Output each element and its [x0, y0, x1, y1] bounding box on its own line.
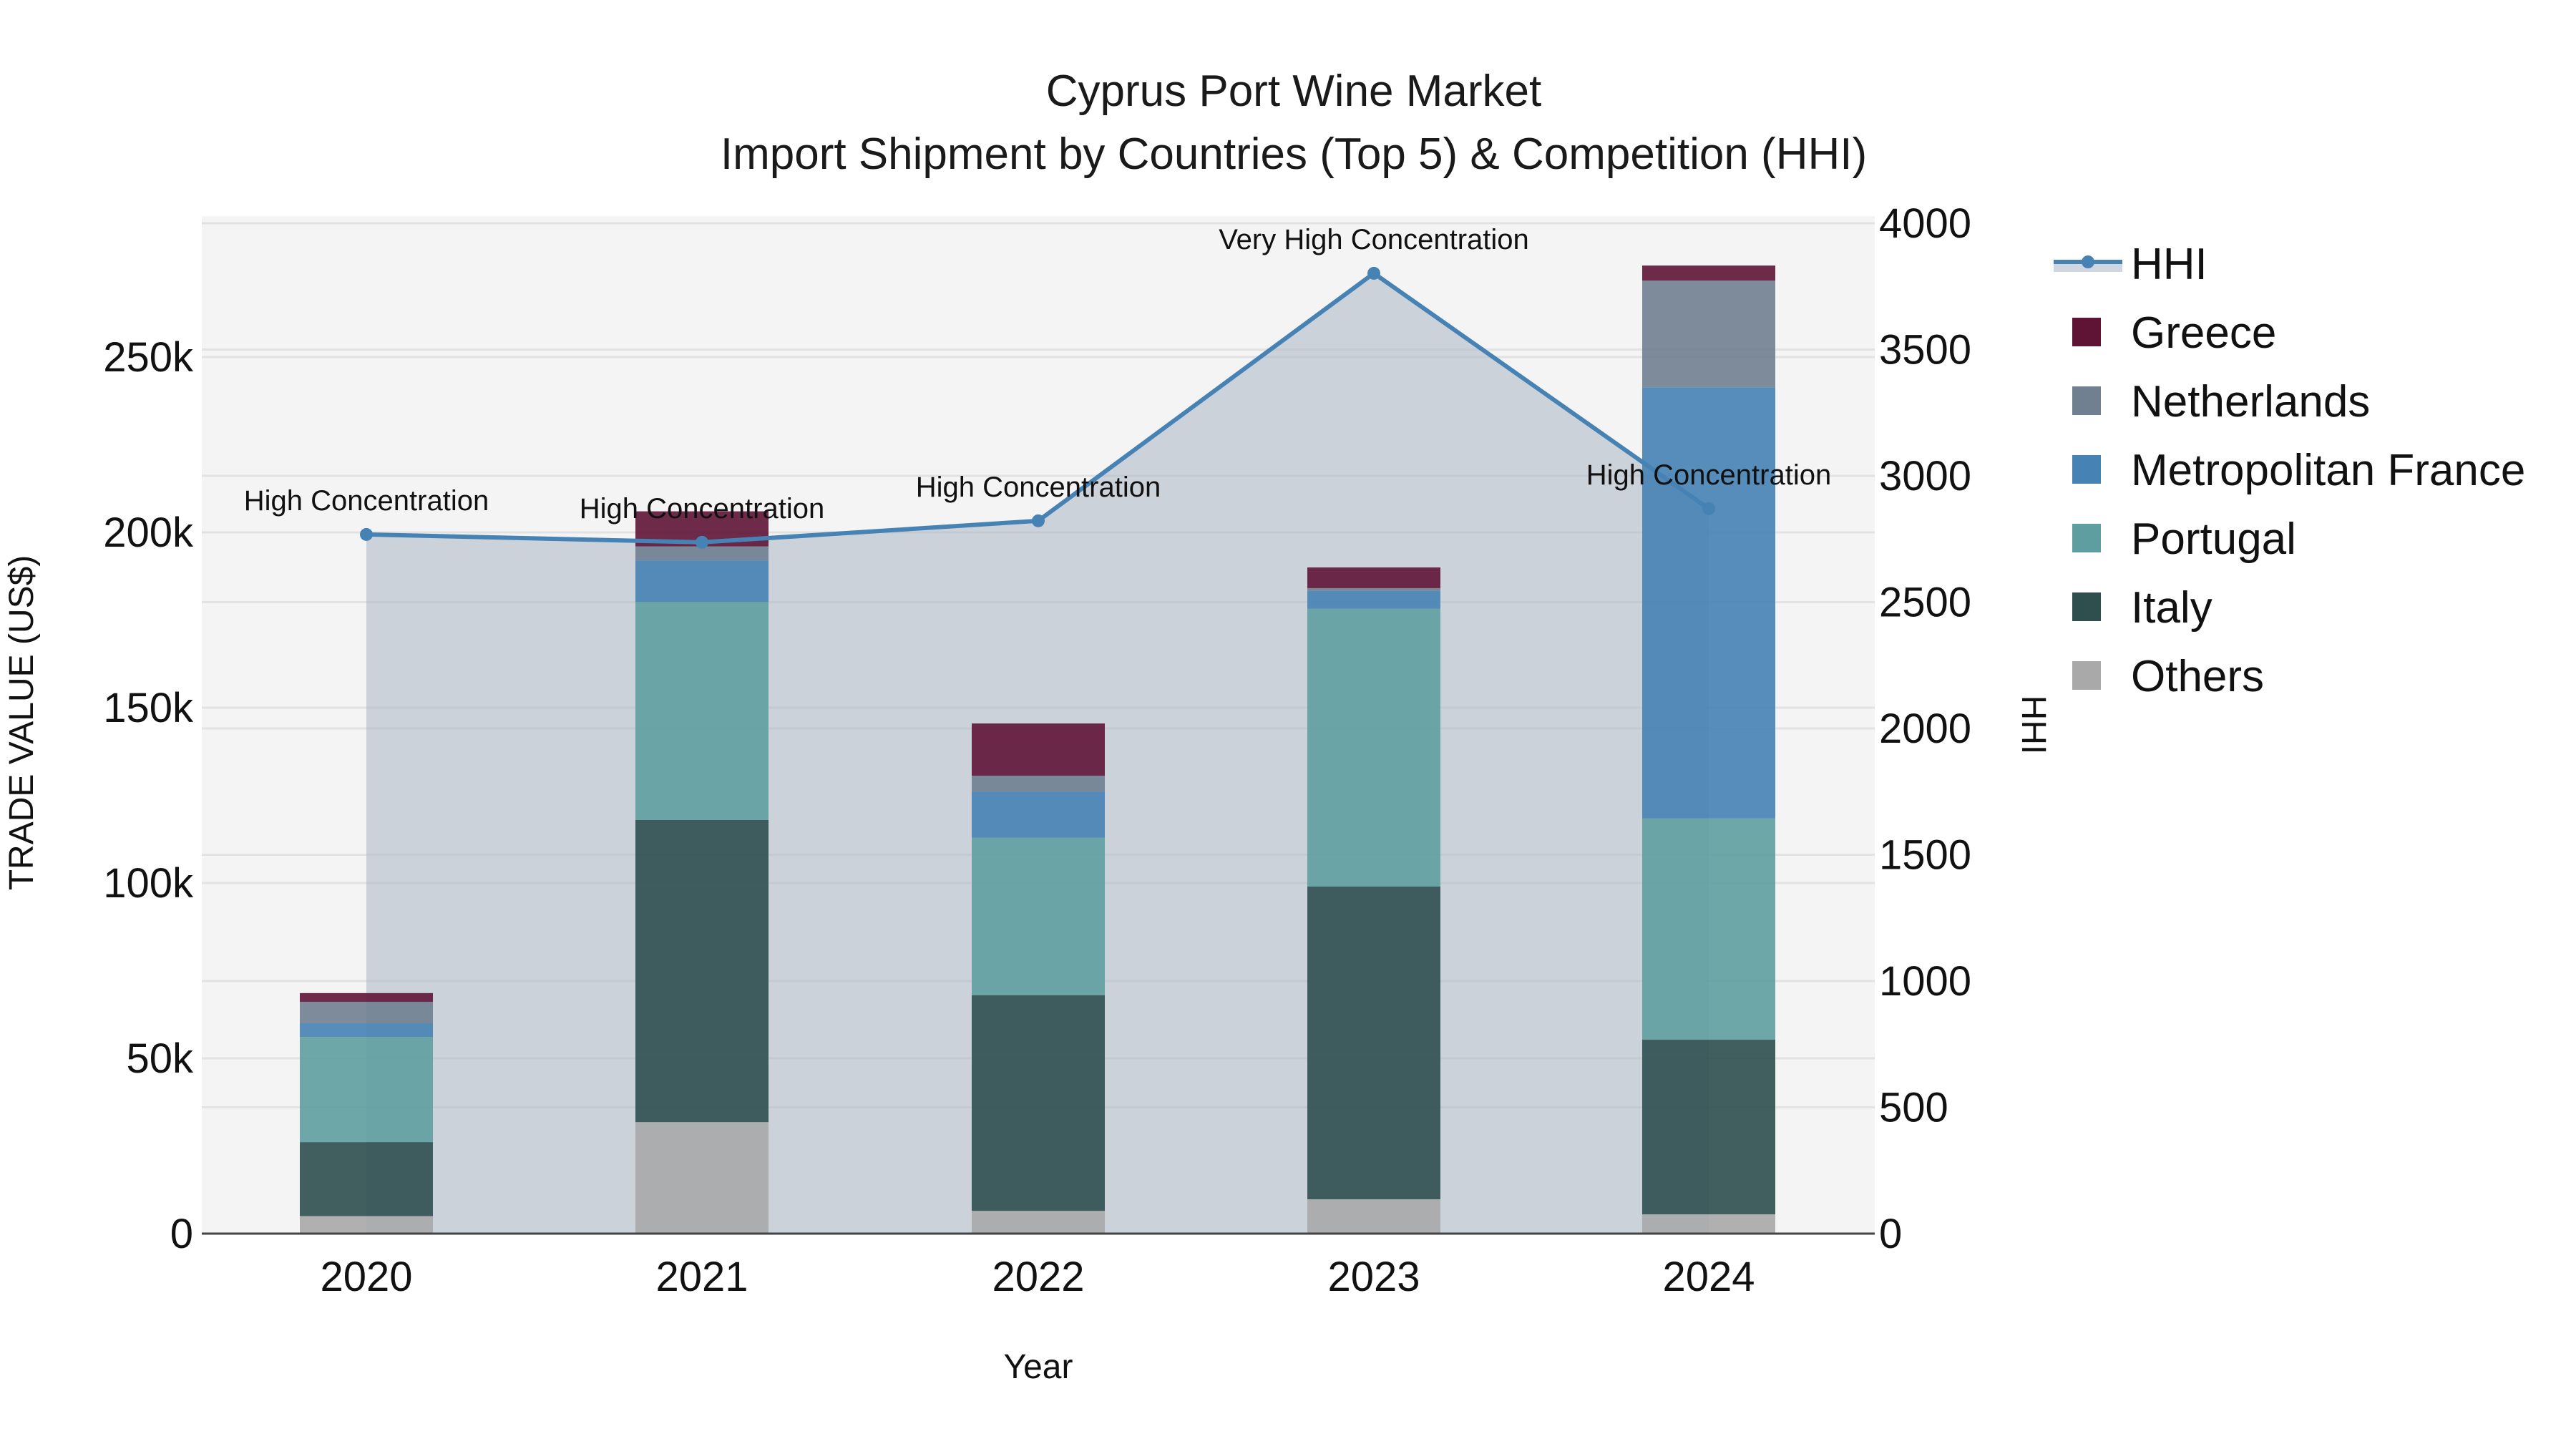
hhi-marker-2022[interactable]: [1032, 514, 1045, 527]
bar-segment-greece[interactable]: [972, 723, 1105, 776]
bar-stack-2021[interactable]: [635, 511, 769, 1234]
bar-segment-netherlands[interactable]: [635, 546, 769, 561]
x-tick-2021: 2021: [655, 1254, 748, 1300]
bar-segment-portugal[interactable]: [972, 837, 1105, 995]
bar-stack-2022[interactable]: [972, 723, 1105, 1234]
legend-swatch-icon: [2072, 386, 2101, 415]
bar-segment-others[interactable]: [300, 1216, 433, 1234]
y-right-tick: 3000: [1879, 453, 1971, 499]
bar-segment-metropolitan-france[interactable]: [1642, 387, 1775, 819]
y-left-tick: 200k: [103, 509, 194, 556]
y-left-tick: 50k: [126, 1035, 194, 1082]
bar-segment-portugal[interactable]: [1642, 818, 1775, 1040]
hhi-annotations: High Concentration High Concentration High…: [244, 224, 1831, 525]
bar-segment-metropolitan-france[interactable]: [1307, 590, 1440, 609]
bar-segment-netherlands[interactable]: [1642, 280, 1775, 388]
hhi-annotation: High Concentration: [1586, 459, 1831, 491]
legend-item-portugal[interactable]: Portugal: [2072, 514, 2296, 564]
legend-swatch-icon: [2072, 592, 2101, 621]
bar-segment-italy[interactable]: [1307, 886, 1440, 1199]
legend-item-metropolitan-france[interactable]: Metropolitan France: [2072, 446, 2525, 495]
legend-swatch-icon: [2072, 455, 2101, 484]
bar-segment-metropolitan-france[interactable]: [635, 560, 769, 602]
bar-segment-greece[interactable]: [1642, 265, 1775, 281]
stacked-bars: [300, 265, 1775, 1234]
hhi-marker-2023[interactable]: [1367, 266, 1380, 280]
legend: HHI Greece Netherlands Metropolitan France P…: [2054, 240, 2525, 701]
hhi-marker-2024[interactable]: [1702, 502, 1715, 515]
hhi-annotation: High Concentration: [580, 493, 824, 525]
bar-segment-portugal[interactable]: [1307, 608, 1440, 887]
legend-label: Metropolitan France: [2131, 446, 2525, 495]
bar-segment-greece[interactable]: [1307, 567, 1440, 588]
x-tick-labels: 2020 2021 2022 2023 2024: [320, 1254, 1755, 1300]
y-right-tick: 4000: [1879, 200, 1971, 247]
y-right-axis-title: HHI: [2014, 696, 2052, 755]
bar-segment-others[interactable]: [1642, 1214, 1775, 1234]
y-left-tick: 150k: [103, 685, 194, 731]
x-tick-2023: 2023: [1327, 1254, 1420, 1300]
hhi-line[interactable]: [360, 266, 1715, 549]
y-left-tick: 0: [170, 1211, 193, 1257]
legend-marker-icon: [2082, 255, 2094, 268]
hhi-marker-2021[interactable]: [696, 535, 708, 549]
hhi-annotation: Very High Concentration: [1219, 224, 1529, 255]
y-right-tick: 1500: [1879, 832, 1971, 879]
legend-item-netherlands[interactable]: Netherlands: [2072, 377, 2370, 426]
legend-item-hhi[interactable]: HHI: [2054, 240, 2207, 289]
bar-segment-others[interactable]: [635, 1122, 769, 1234]
bar-stack-2023[interactable]: [1307, 567, 1440, 1234]
y-left-tick: 100k: [103, 860, 194, 907]
y-right-tick: 2000: [1879, 706, 1971, 752]
y-right-tick: 3500: [1879, 327, 1971, 374]
bar-segment-others[interactable]: [972, 1211, 1105, 1234]
bar-segment-metropolitan-france[interactable]: [972, 791, 1105, 838]
bar-segment-italy[interactable]: [972, 995, 1105, 1211]
bar-segment-italy[interactable]: [635, 819, 769, 1123]
bar-segment-others[interactable]: [1307, 1199, 1440, 1234]
legend-label: Others: [2131, 652, 2264, 701]
x-tick-2022: 2022: [992, 1254, 1084, 1300]
y-right-tick: 2500: [1879, 580, 1971, 626]
bar-segment-greece[interactable]: [300, 992, 433, 1002]
y-right-tick-labels: 0 500 1000 1500 2000 2500 3000 3500 4000: [1879, 200, 1971, 1257]
y-left-axis-title: TRADE VALUE (US$): [3, 555, 41, 891]
y-right-tick: 500: [1879, 1085, 1948, 1131]
x-tick-2024: 2024: [1662, 1254, 1755, 1300]
bar-segment-netherlands[interactable]: [300, 1002, 433, 1023]
y-right-tick: 1000: [1879, 958, 1971, 1005]
legend-label: Netherlands: [2131, 377, 2370, 426]
legend-item-others[interactable]: Others: [2072, 652, 2264, 701]
y-left-tick: 250k: [103, 334, 194, 381]
bar-segment-portugal[interactable]: [635, 602, 769, 820]
legend-swatch-icon: [2072, 524, 2101, 552]
legend-label: Portugal: [2131, 514, 2296, 564]
x-axis-title: Year: [1004, 1348, 1073, 1386]
legend-swatch-icon: [2072, 661, 2101, 690]
y-left-tick-labels: 0 50k 100k 150k 200k 250k: [103, 334, 194, 1257]
legend-label: Greece: [2131, 308, 2276, 358]
bar-segment-italy[interactable]: [300, 1142, 433, 1216]
bar-stack-2020[interactable]: [300, 992, 433, 1234]
legend-item-greece[interactable]: Greece: [2072, 308, 2276, 358]
chart-title-line1: Cyprus Port Wine Market: [1046, 67, 1542, 116]
bar-segment-netherlands[interactable]: [972, 776, 1105, 792]
bar-stack-2024[interactable]: [1642, 265, 1775, 1234]
x-tick-2020: 2020: [320, 1254, 412, 1300]
hhi-marker-2020[interactable]: [360, 527, 373, 541]
chart-title-line2: Import Shipment by Countries (Top 5) & C…: [721, 130, 1867, 179]
bar-segment-metropolitan-france[interactable]: [300, 1023, 433, 1038]
legend-swatch-icon: [2072, 318, 2101, 346]
legend-item-italy[interactable]: Italy: [2072, 583, 2212, 633]
bar-segment-italy[interactable]: [1642, 1040, 1775, 1215]
y-right-tick: 0: [1879, 1211, 1902, 1257]
hhi-annotation: High Concentration: [244, 485, 489, 517]
legend-label: HHI: [2131, 240, 2207, 289]
hhi-annotation: High Concentration: [916, 472, 1161, 503]
legend-label: Italy: [2131, 583, 2212, 633]
bar-segment-netherlands[interactable]: [1307, 587, 1440, 591]
bar-segment-portugal[interactable]: [300, 1037, 433, 1143]
